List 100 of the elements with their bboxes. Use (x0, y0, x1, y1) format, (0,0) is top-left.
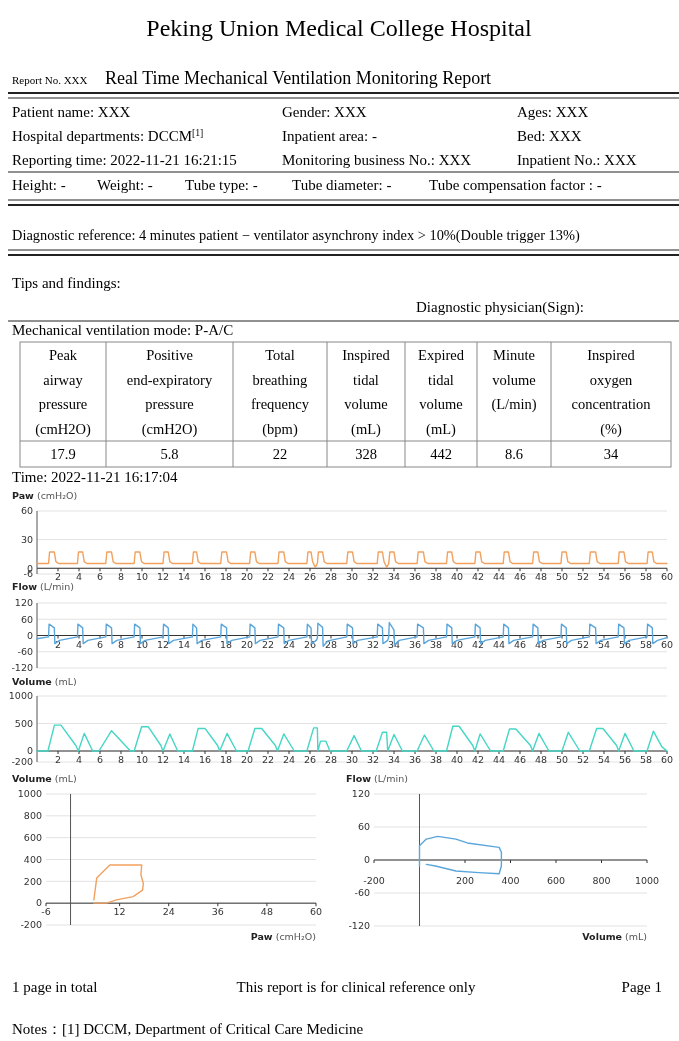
x-tick-label: 48 (534, 571, 548, 583)
x-tick-label: 42 (471, 571, 485, 583)
x-tick-label: 50 (555, 571, 569, 583)
x-tick-label: 16 (198, 754, 212, 765)
y-tick-label: -120 (348, 920, 370, 932)
x-tick-label: 14 (177, 571, 191, 583)
x-tick-label: 32 (366, 571, 380, 583)
x-tick-label: 20 (240, 754, 254, 765)
text: Ages: XXX (517, 104, 589, 120)
x-tick-label: 52 (576, 638, 590, 650)
x-tick-label: 58 (639, 571, 653, 583)
text: Gender: XXX (282, 104, 367, 120)
x-tick-label: 2 (54, 638, 62, 650)
x-tick-label: 28 (324, 754, 338, 765)
x-tick-label: 12 (156, 638, 170, 650)
x-tick-label: 12 (156, 571, 170, 583)
text: 1 page in total (12, 979, 98, 995)
y-axis-title: Flow (L/min) (12, 581, 74, 592)
text: Notes：[1] DCCM, Department of Critical Care Medicine (12, 1021, 364, 1037)
x-tick-label: 22 (261, 571, 275, 583)
text: Mechanical ventilation mode: P-A/C (12, 322, 234, 338)
x-tick-label: 24 (282, 638, 296, 650)
x-tick-label: 36 (408, 571, 422, 583)
x-tick-label: 46 (513, 571, 527, 583)
text: Tips and findings: (12, 275, 121, 291)
x-axis-title: Volume (mL) (582, 931, 647, 942)
text: Real Time Mechanical Ventilation Monitoring Report (105, 68, 492, 88)
x-tick-label: 36 (408, 638, 422, 650)
x-tick-label: 34 (387, 638, 401, 650)
category-label: Peak airway pressure (cmH2O) (35, 347, 91, 438)
y-axis-title: Volume (mL) (12, 676, 77, 687)
y-tick-label: 60 (357, 821, 370, 833)
x-tick-label: 46 (513, 638, 527, 650)
x-tick-label: 44 (492, 638, 506, 650)
x-tick-label: 42 (471, 754, 485, 765)
x-tick-label: 54 (597, 571, 611, 583)
x-tick-label: 26 (303, 571, 317, 583)
x-tick-label: 400 (501, 875, 520, 886)
x-tick-label: 800 (592, 875, 611, 886)
x-tick-label: 24 (282, 571, 296, 583)
category-label: Expired tidal volume (mL) (418, 347, 465, 438)
x-tick-label: 16 (198, 571, 212, 583)
data-label: 8.6 (504, 446, 524, 462)
text: Inpatient area: - (282, 128, 377, 144)
x-tick-label: 48 (260, 906, 273, 918)
x-tick-label: 10 (135, 638, 149, 650)
x-tick-label: 24 (162, 906, 175, 918)
x-tick-label: 38 (429, 638, 443, 650)
x-axis-title: Paw (cmH₂O) (250, 931, 316, 942)
data-label: 34 (603, 446, 619, 462)
x-tick-label: 54 (597, 638, 611, 650)
text: Time: 2022-11-21 16:17:04 (12, 469, 179, 485)
x-tick-label: 8 (117, 638, 125, 650)
x-tick-label: 12 (113, 906, 126, 918)
text: Hospital departments: DCCM$^{[1]}$ (12, 126, 204, 144)
y-tick-label: -60 (354, 887, 370, 899)
y-tick-label: 120 (351, 788, 370, 800)
text: Weight: - (97, 177, 153, 193)
y-tick-label: 400 (23, 853, 42, 865)
x-tick-label: 38 (429, 571, 443, 583)
data-label: 22 (272, 446, 288, 462)
x-tick-label: 34 (387, 754, 401, 765)
x-tick-label: 56 (618, 638, 632, 650)
x-tick-label: 58 (639, 638, 653, 650)
y-axis-title: Flow (L/min) (346, 773, 408, 784)
x-tick-label: 12 (156, 754, 170, 765)
x-tick-label: 40 (450, 754, 464, 765)
x-tick-label: 28 (324, 638, 338, 650)
x-tick-label: 58 (639, 754, 653, 765)
x-tick-label: 20 (240, 571, 254, 583)
text: This report is for clinical reference only (236, 979, 477, 995)
y-tick-label: 1000 (17, 788, 42, 800)
x-tick-label: 20 (240, 638, 254, 650)
x-tick-label: 40 (450, 571, 464, 583)
y-tick-label: 500 (14, 717, 33, 729)
x-tick-label: 14 (177, 754, 191, 765)
x-tick-label: 48 (534, 754, 548, 765)
text: Report No. XXX (12, 74, 88, 86)
x-tick-label: 36 (211, 906, 224, 918)
data-label: 17.9 (50, 446, 76, 462)
x-tick-label: 8 (117, 754, 125, 765)
y-axis-title: Volume (mL) (12, 773, 77, 784)
y-tick-label: 1000 (8, 690, 33, 702)
text: Page 1 (621, 979, 662, 995)
y-tick-label: -200 (20, 919, 42, 931)
x-tick-label: 44 (492, 754, 506, 765)
text: Tube diameter: - (292, 177, 392, 193)
y-tick-label: 0 (363, 854, 370, 866)
category-label: Total breathing frequency (bpm) (251, 347, 310, 438)
text: Diagnostic reference: 4 minutes patient − ventilator asynchrony index > 10%(Double trigger 13%) (12, 227, 580, 244)
y-tick-label: 0 (26, 745, 33, 757)
x-tick-label: 24 (282, 754, 296, 765)
text: Tube compensation factor : - (429, 177, 602, 193)
x-tick-label: 8 (117, 571, 125, 583)
x-tick-label: 22 (261, 638, 275, 650)
x-tick-label: 26 (303, 754, 317, 765)
x-tick-label: 10 (135, 571, 149, 583)
data-label: 328 (355, 446, 377, 462)
y-tick-label: 30 (20, 533, 33, 545)
x-tick-label: 32 (366, 638, 380, 650)
